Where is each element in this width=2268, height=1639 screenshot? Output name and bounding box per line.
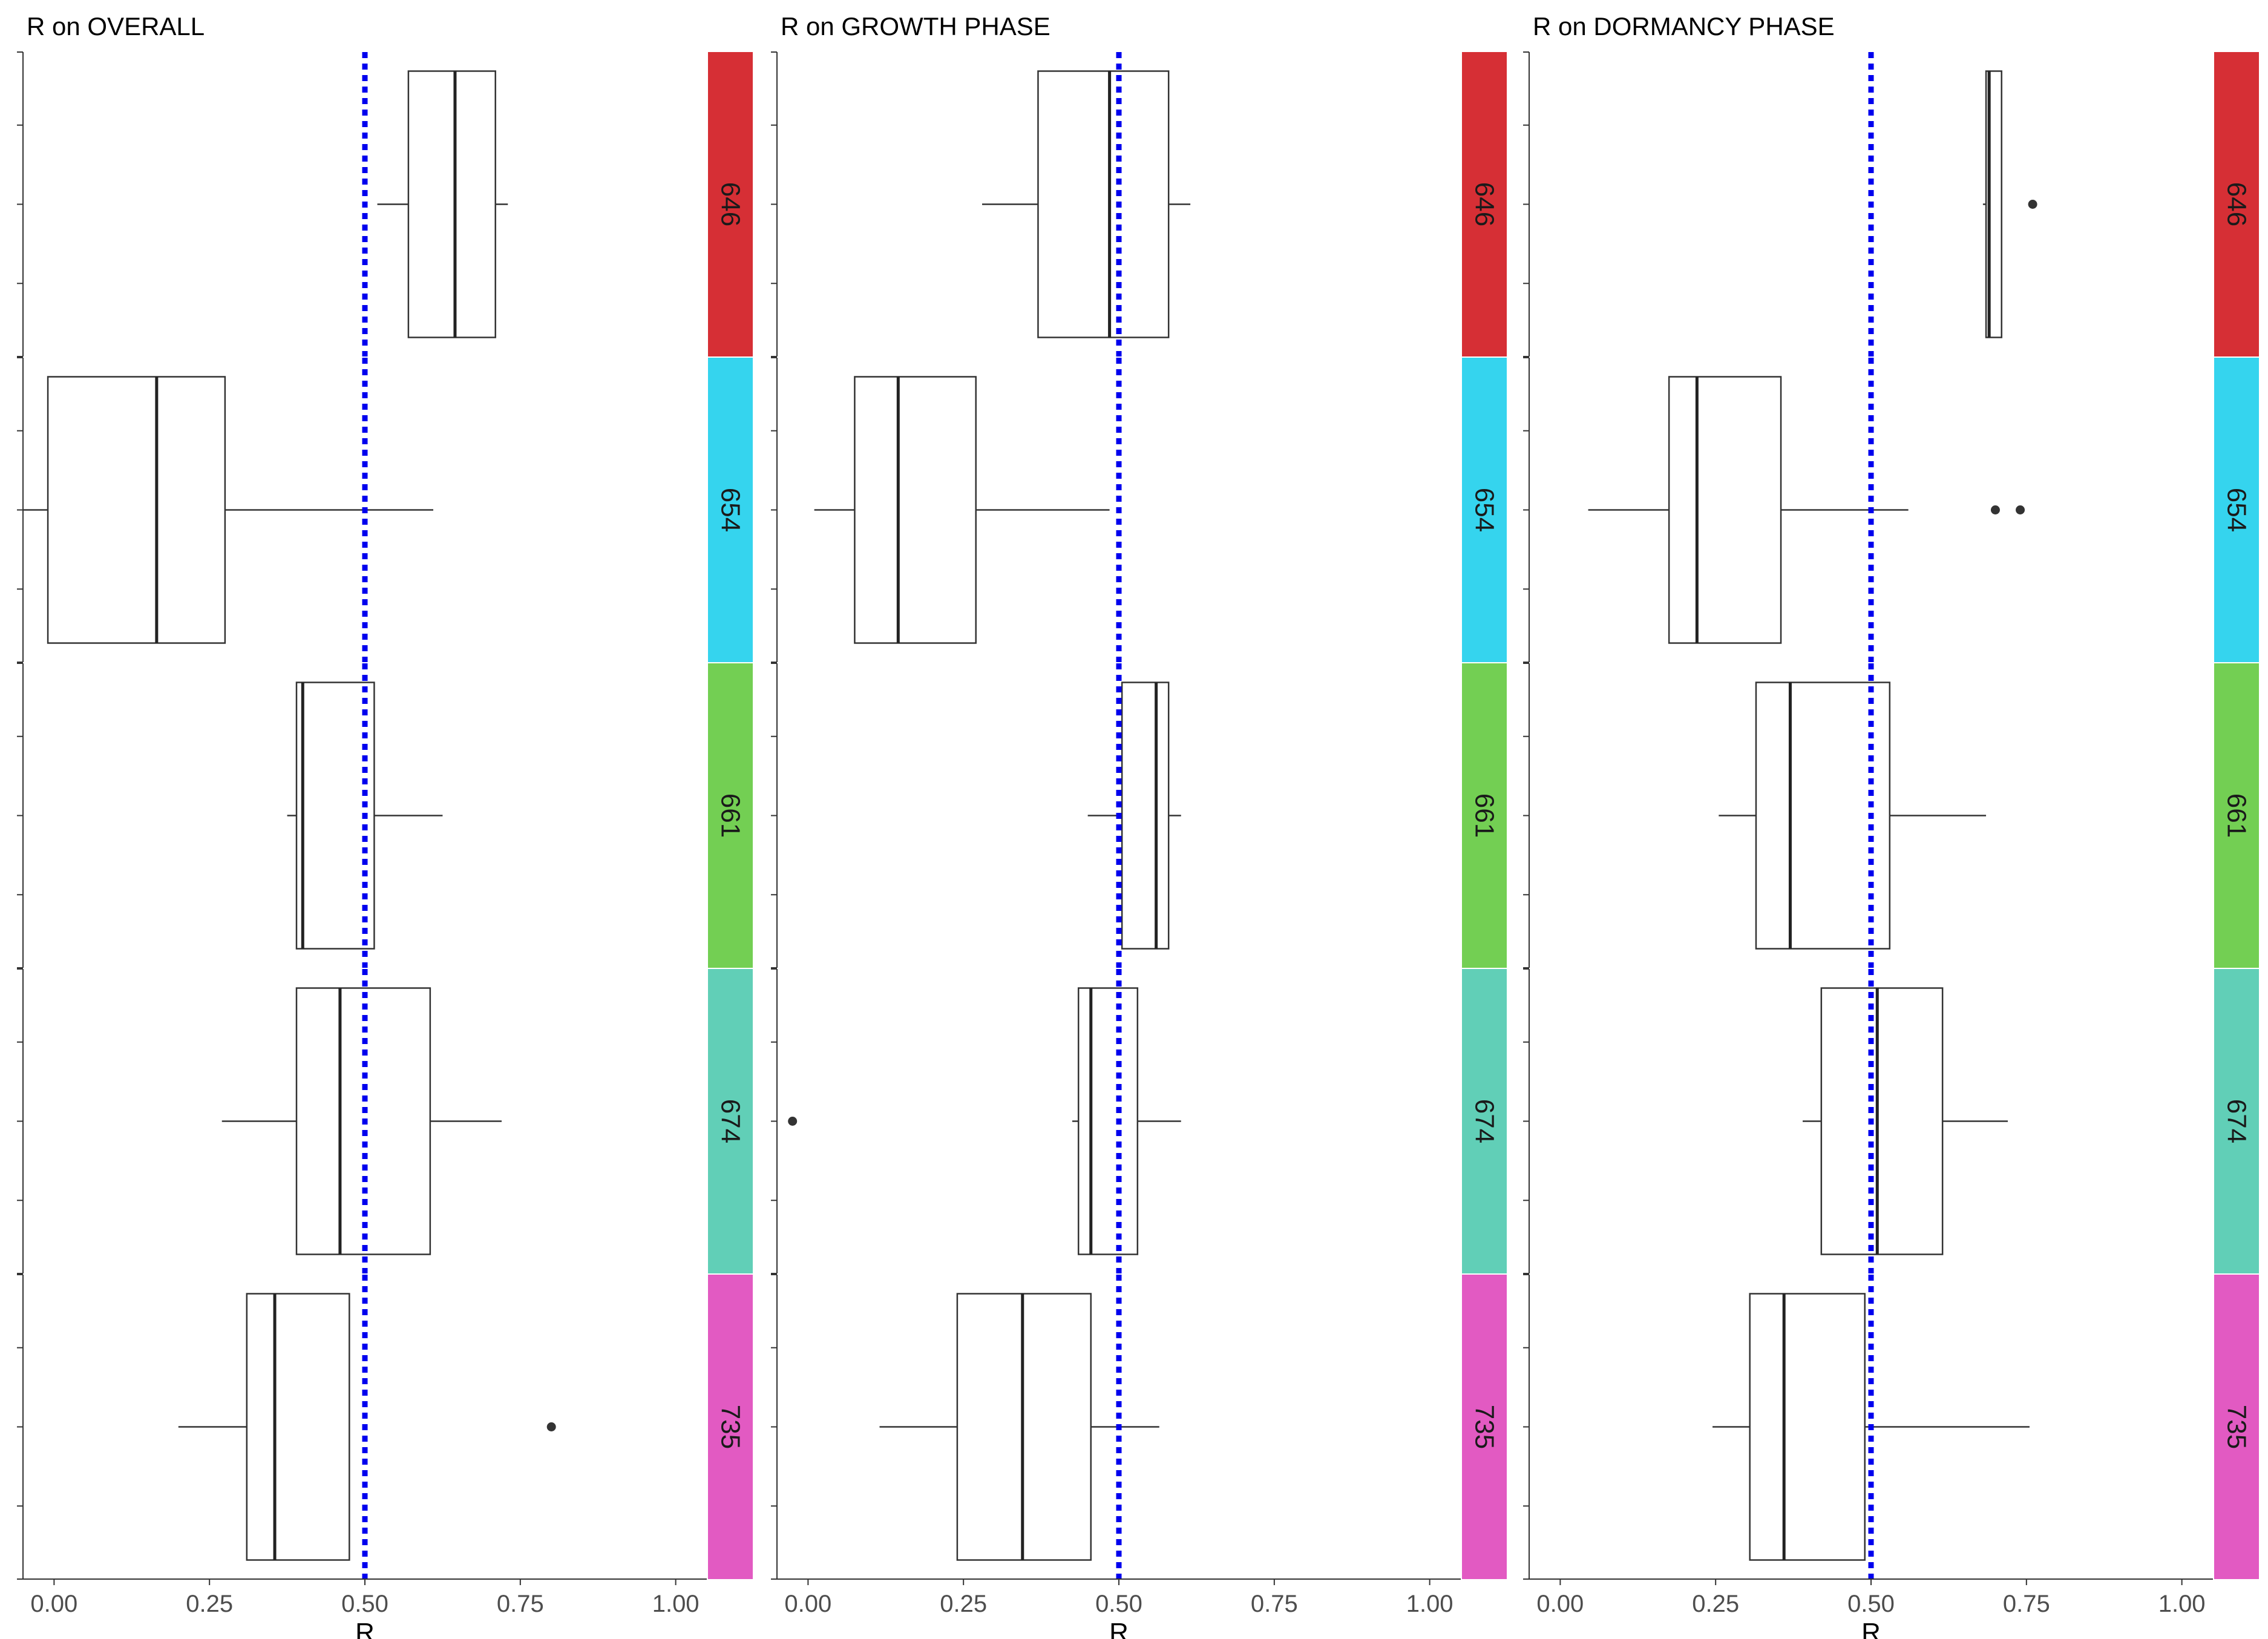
box — [1668, 376, 1782, 644]
box — [1121, 682, 1170, 950]
facet-strip — [1462, 663, 1507, 968]
panel-1: R on OVERALL 646 654 661 674 735 0.00 0.25 0.50 0… — [17, 12, 753, 1639]
facet-strip — [708, 969, 753, 1273]
x-tick-label: 0.00 — [784, 1591, 831, 1617]
panel-title: R on GROWTH PHASE — [781, 12, 1050, 41]
facet-strip-label: 654 — [1470, 488, 1499, 532]
group-row-654: 654 — [1523, 357, 2259, 663]
x-tick-label: 0.50 — [1095, 1591, 1142, 1617]
facet-strip-label: 646 — [716, 182, 746, 226]
group-row-646: 646 — [17, 51, 753, 357]
outlier-point — [1990, 505, 2000, 514]
outlier-point — [546, 1422, 556, 1431]
group-row-661: 661 — [771, 663, 1507, 968]
box — [1077, 987, 1139, 1255]
facet-strip-label: 735 — [1470, 1405, 1499, 1449]
facet-strip — [2214, 663, 2259, 968]
x-tick-label: 1.00 — [652, 1591, 700, 1617]
facet-strip — [2214, 969, 2259, 1273]
x-tick-label: 0.75 — [2003, 1591, 2050, 1617]
facet-strip-label: 661 — [716, 793, 746, 838]
x-tick-label: 0.75 — [497, 1591, 544, 1617]
x-tick-label: 0.25 — [186, 1591, 233, 1617]
group-row-646: 646 — [1523, 51, 2259, 357]
panel-title: R on DORMANCY PHASE — [1533, 12, 1835, 41]
box — [956, 1293, 1092, 1561]
x-axis-label: R — [1861, 1618, 1881, 1639]
group-row-654: 654 — [771, 357, 1507, 663]
x-tick-label: 1.00 — [1406, 1591, 1454, 1617]
box — [1820, 987, 1944, 1255]
outlier-point — [2028, 200, 2037, 209]
x-tick-label: 0.25 — [1692, 1591, 1739, 1617]
facet-strip-label: 654 — [2222, 488, 2252, 532]
group-row-735: 735 — [1523, 1274, 2259, 1580]
box — [854, 376, 977, 644]
group-row-654: 654 — [17, 357, 753, 663]
facet-strip-label: 674 — [716, 1099, 746, 1143]
facet-strip-label: 735 — [716, 1405, 746, 1449]
group-row-735: 735 — [17, 1274, 753, 1580]
x-tick-label: 1.00 — [2158, 1591, 2206, 1617]
facet-strip — [1462, 969, 1507, 1273]
facet-strip-label: 661 — [2222, 793, 2252, 838]
facet-strip-label: 646 — [1470, 182, 1499, 226]
x-tick-label: 0.00 — [1536, 1591, 1584, 1617]
facet-strip-label: 735 — [2222, 1405, 2252, 1449]
x-tick-label: 0.75 — [1251, 1591, 1298, 1617]
group-row-661: 661 — [1523, 663, 2259, 968]
group-row-646: 646 — [771, 51, 1507, 357]
x-axis-label: R — [1109, 1618, 1129, 1639]
outlier-point — [2016, 505, 2025, 514]
facet-strip — [2214, 358, 2259, 662]
x-axis-label: R — [355, 1618, 375, 1639]
facet-strip-label: 674 — [1470, 1099, 1499, 1143]
box — [47, 376, 226, 644]
panel-2: R on GROWTH PHASE 646 654 661 674 735 0.00 0.25… — [771, 12, 1507, 1639]
box — [246, 1293, 350, 1561]
facet-strip-label: 661 — [1470, 793, 1499, 838]
box — [295, 682, 375, 950]
x-tick-label: 0.00 — [30, 1591, 77, 1617]
box — [1755, 682, 1891, 950]
facet-strip — [708, 663, 753, 968]
group-row-674: 674 — [771, 968, 1507, 1274]
group-row-661: 661 — [17, 663, 753, 968]
facet-strip — [2214, 1275, 2259, 1579]
facet-strip — [2214, 52, 2259, 356]
group-row-674: 674 — [1523, 968, 2259, 1274]
facet-strip-label: 654 — [716, 488, 746, 532]
x-tick-label: 0.25 — [940, 1591, 987, 1617]
facet-strip-label: 646 — [2222, 182, 2252, 226]
panel-title: R on OVERALL — [27, 12, 205, 41]
facet-strip — [708, 52, 753, 356]
facet-strip — [1462, 1275, 1507, 1579]
box — [1749, 1293, 1866, 1561]
group-row-674: 674 — [17, 968, 753, 1274]
facet-strip — [1462, 52, 1507, 356]
x-tick-label: 0.50 — [341, 1591, 388, 1617]
facet-strip — [708, 358, 753, 662]
box — [1037, 70, 1170, 338]
group-row-735: 735 — [771, 1274, 1507, 1580]
facet-strip-label: 674 — [2222, 1099, 2252, 1143]
outlier-point — [788, 1117, 798, 1126]
facet-strip — [708, 1275, 753, 1579]
box — [407, 70, 496, 338]
panel-3: R on DORMANCY PHASE 646 654 661 674 735 0.00 0.… — [1523, 12, 2259, 1639]
x-tick-label: 0.50 — [1847, 1591, 1895, 1617]
facet-strip — [1462, 358, 1507, 662]
